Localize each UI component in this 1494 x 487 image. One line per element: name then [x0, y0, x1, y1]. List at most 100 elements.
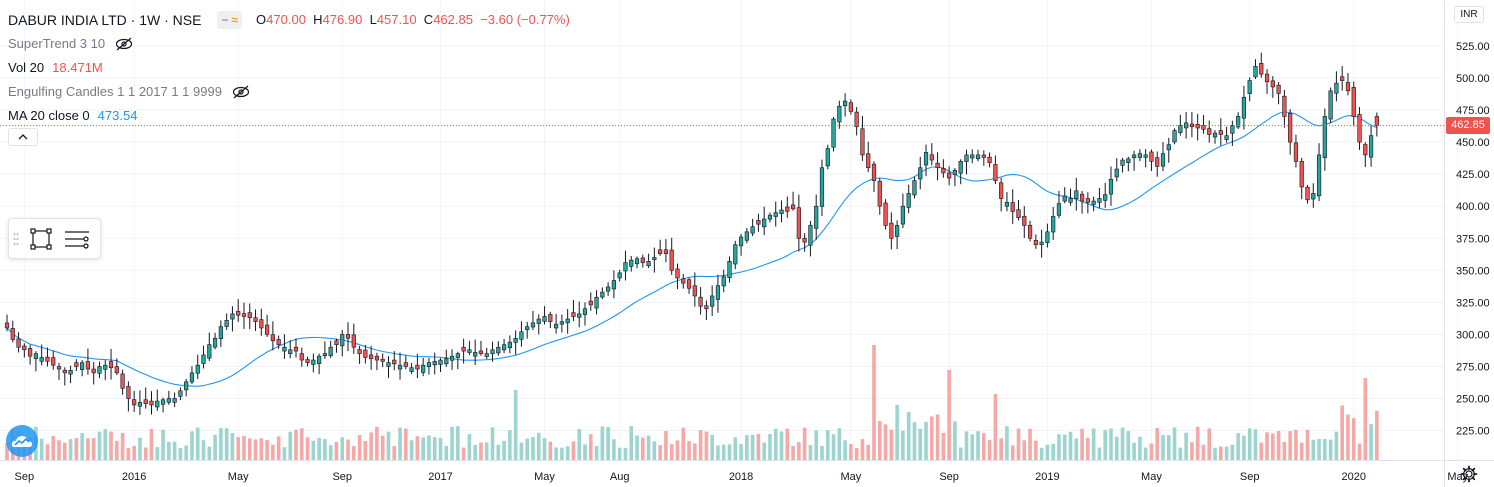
volume-bar [456, 426, 460, 460]
candle-body [160, 399, 166, 405]
volume-bar [311, 440, 316, 460]
candle [819, 159, 825, 217]
candle-body [640, 257, 645, 263]
candle [1201, 114, 1206, 134]
candle [588, 292, 593, 311]
candle-body [831, 118, 836, 148]
y-tick-label: 375.00 [1456, 233, 1490, 245]
candle-body [207, 344, 212, 359]
candle [132, 390, 137, 412]
candle [1062, 187, 1067, 204]
indicator-name: Engulfing Candles 1 1 2017 1 1 9999 [8, 84, 222, 99]
volume-bar [1068, 431, 1073, 460]
collapse-legend-button[interactable] [8, 128, 38, 146]
candle [340, 329, 345, 357]
candle [322, 341, 328, 359]
volume-bar [1062, 434, 1067, 460]
volume-bar [669, 444, 674, 460]
candle-body [218, 326, 223, 340]
volume-bar [987, 439, 992, 460]
candle-body [322, 353, 328, 357]
candle [415, 353, 420, 379]
candle [848, 99, 853, 115]
volume-bar [548, 441, 553, 460]
indicator-name: SuperTrend 3 10 [8, 36, 106, 51]
currency-label[interactable]: INR [1454, 6, 1484, 23]
volume-bar [74, 438, 79, 460]
candle-body [132, 399, 137, 406]
candle [236, 299, 241, 322]
candle-body [1236, 116, 1241, 128]
candle-body [999, 182, 1004, 199]
volume-bar [791, 445, 795, 460]
volume-bar [779, 431, 784, 460]
indicator-ma[interactable]: MA 20 close 0 473.54 [8, 104, 570, 128]
indicator-volume[interactable]: Vol 20 18.471M [8, 56, 570, 80]
volume-bar [299, 428, 304, 460]
candle-body [1178, 125, 1183, 133]
candle-body [1351, 87, 1356, 117]
volume-bar [334, 441, 339, 460]
candle-body [16, 338, 21, 348]
drag-handle-icon[interactable] [9, 219, 23, 258]
eye-hidden-icon[interactable] [115, 37, 133, 51]
candle-body [773, 212, 778, 217]
candle [207, 332, 212, 362]
gear-icon[interactable] [1460, 465, 1478, 483]
candle-body [1097, 198, 1102, 203]
candle [744, 228, 749, 244]
volume-bar [941, 433, 946, 460]
candle [1218, 118, 1223, 146]
candle [363, 344, 368, 364]
volume-bar [745, 435, 749, 460]
volume-bar [814, 430, 818, 460]
volume-bar [947, 370, 951, 460]
high-value: 476.90 [322, 12, 363, 27]
indicator-name: MA 20 close 0 [8, 108, 90, 123]
market-status-badge[interactable]: − ≈ [217, 11, 243, 29]
object-tree-button[interactable] [59, 221, 95, 257]
candle [56, 362, 62, 380]
eye-hidden-icon[interactable] [232, 85, 250, 99]
volume-bar [1294, 429, 1298, 460]
volume-bar [1086, 437, 1090, 460]
candle [1155, 151, 1160, 177]
volume-bar [1010, 445, 1015, 460]
x-tick-label: Sep [15, 471, 35, 483]
candle [114, 358, 119, 376]
candle [582, 302, 588, 326]
candle [941, 159, 946, 178]
volume-bar [1109, 428, 1113, 460]
candle-body [432, 361, 437, 366]
volume-bar [1028, 428, 1032, 460]
tradingview-logo[interactable] [6, 425, 38, 457]
volume-bar [392, 446, 397, 460]
x-tick-label: 2018 [729, 471, 753, 483]
candle [461, 338, 466, 364]
current-price-tag: 462.85 [1446, 117, 1490, 135]
volume-bar [404, 428, 408, 460]
indicator-engulfing[interactable]: Engulfing Candles 1 1 2017 1 1 9999 [8, 80, 570, 104]
select-rectangle-button[interactable] [23, 221, 59, 257]
candle [704, 300, 709, 321]
candle [634, 256, 640, 269]
candle [397, 352, 403, 380]
indicator-supertrend[interactable]: SuperTrend 3 10 [8, 32, 570, 56]
candle-body [409, 367, 414, 372]
candle-body [62, 369, 67, 374]
candle-body [582, 308, 588, 315]
candle [652, 247, 657, 273]
volume-bar [1166, 435, 1171, 460]
list-icon [65, 230, 89, 249]
candle [293, 338, 299, 358]
symbol-title[interactable]: DABUR INDIA LTD · 1W · NSE [8, 12, 202, 28]
candle [1276, 82, 1281, 105]
candle [1184, 112, 1189, 139]
candle [299, 347, 304, 367]
y-tick-label: 475.00 [1456, 105, 1490, 117]
candle [1230, 120, 1235, 147]
volume-bar [1265, 432, 1269, 460]
volume-bar [496, 444, 501, 460]
